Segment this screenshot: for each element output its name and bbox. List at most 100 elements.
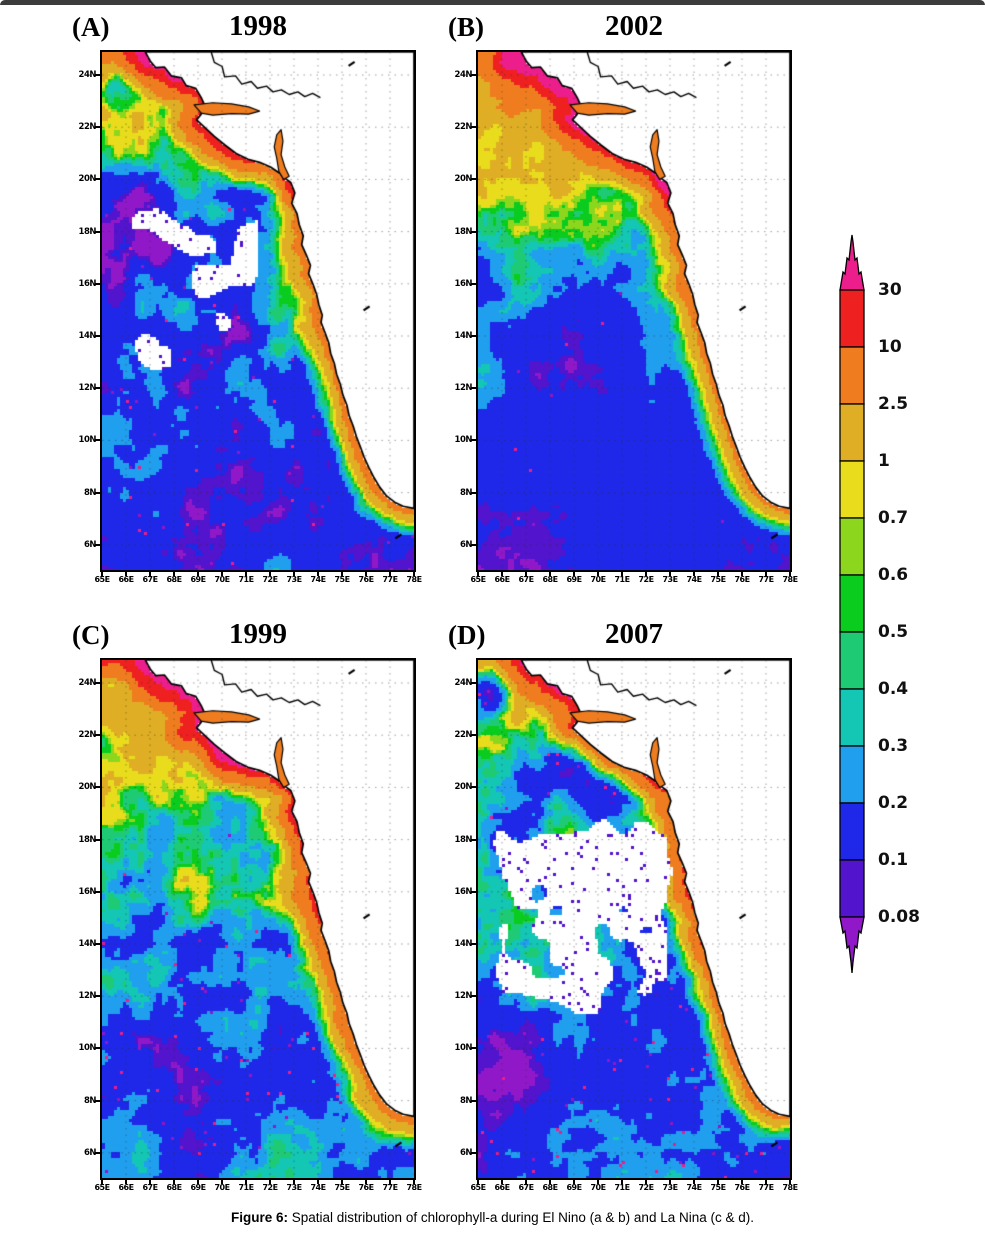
lon-tick <box>549 571 551 576</box>
lat-label: 8N <box>83 1095 97 1106</box>
map-canvas-d <box>476 658 792 1180</box>
lat-tick <box>471 890 476 893</box>
lon-label: 69E <box>566 1183 582 1192</box>
lon-label: 65E <box>94 1183 110 1192</box>
lat-tick <box>95 178 100 181</box>
lon-tick <box>477 1179 479 1184</box>
lat-tick <box>95 890 100 893</box>
lon-tick <box>389 1179 391 1184</box>
lon-tick <box>269 1179 271 1184</box>
lat-tick <box>95 439 100 442</box>
colorbar-label-0.6: 0.6 <box>878 565 909 585</box>
colorbar-top-arrow <box>839 234 865 291</box>
lon-tick <box>173 1179 175 1184</box>
lat-tick <box>95 1099 100 1102</box>
lon-label: 67E <box>142 575 158 584</box>
lon-tick <box>149 571 151 576</box>
lat-tick <box>471 995 476 998</box>
lon-label: 75E <box>710 575 726 584</box>
lat-tick <box>471 1047 476 1050</box>
lat-tick <box>95 943 100 945</box>
lon-tick <box>621 571 623 576</box>
lat-tick <box>95 734 100 737</box>
lat-tick <box>471 1151 476 1154</box>
lon-tick <box>221 1179 223 1184</box>
panel-tag-d: (D) <box>448 620 486 650</box>
lon-label: 71E <box>238 1183 254 1192</box>
lon-tick <box>269 571 271 576</box>
colorbar-segment-2.5 <box>839 403 865 462</box>
caption-text: Spatial distribution of chlorophyll-a du… <box>288 1210 754 1225</box>
lon-label: 70E <box>590 575 606 584</box>
lat-label: 24N <box>78 678 97 688</box>
lon-label: 75E <box>334 1183 350 1192</box>
window-top-edge <box>0 0 985 5</box>
panel-year-d: 2007 <box>605 618 663 650</box>
lon-tick <box>413 1179 415 1184</box>
lon-label: 75E <box>334 575 350 584</box>
lon-tick <box>741 1179 743 1184</box>
lat-tick <box>95 1047 100 1050</box>
lon-label: 65E <box>94 575 110 584</box>
lat-tick <box>95 387 100 390</box>
lon-tick <box>669 1179 671 1184</box>
lat-label: 20N <box>454 174 473 185</box>
lat-tick <box>471 178 476 181</box>
lat-label: 22N <box>454 730 473 741</box>
lon-label: 77E <box>758 1183 774 1192</box>
colorbar-label-0.5: 0.5 <box>878 622 909 642</box>
lon-label: 66E <box>118 575 134 584</box>
lat-tick <box>471 943 476 945</box>
figure-caption: Figure 6: Spatial distribution of chloro… <box>0 1210 985 1225</box>
lat-tick <box>471 838 476 841</box>
caption-label: Figure 6: <box>230 1210 288 1225</box>
lon-label: 70E <box>214 1183 230 1192</box>
lon-label: 70E <box>214 575 230 584</box>
lat-label: 22N <box>454 122 473 133</box>
lon-label: 72E <box>262 1183 278 1192</box>
lon-label: 78E <box>782 575 798 584</box>
lat-tick <box>471 491 476 494</box>
colorbar-segment-10 <box>839 346 865 405</box>
lon-label: 71E <box>614 1183 630 1192</box>
lon-tick <box>693 1179 695 1184</box>
lat-tick <box>95 230 100 233</box>
lon-tick <box>293 1179 295 1184</box>
lon-tick <box>573 1179 575 1184</box>
colorbar-label-2.5: 2.5 <box>878 394 909 414</box>
lon-tick <box>765 571 767 576</box>
colorbar-label-30: 30 <box>878 280 902 300</box>
lon-label: 72E <box>638 575 654 584</box>
lon-tick <box>365 1179 367 1184</box>
lat-tick <box>95 1151 100 1154</box>
colorbar-segment-30 <box>839 289 865 348</box>
lon-label: 74E <box>686 1183 702 1192</box>
lon-label: 78E <box>406 575 422 584</box>
lon-tick <box>765 1179 767 1184</box>
lat-label: 24N <box>78 70 97 80</box>
lat-label: 14N <box>78 331 97 341</box>
lon-label: 68E <box>166 1183 182 1192</box>
lon-label: 77E <box>758 575 774 584</box>
lon-tick <box>341 1179 343 1184</box>
map-canvas-a <box>100 50 416 572</box>
lon-label: 74E <box>686 575 702 584</box>
lon-tick <box>317 571 319 576</box>
lon-label: 73E <box>662 1183 678 1192</box>
lon-tick <box>125 571 127 576</box>
lon-label: 66E <box>494 575 510 584</box>
lat-tick <box>471 230 476 233</box>
lat-tick <box>95 786 100 789</box>
lat-label: 20N <box>78 174 97 185</box>
lat-tick <box>471 126 476 129</box>
lon-label: 71E <box>614 575 630 584</box>
colorbar-segment-0.7 <box>839 517 865 576</box>
lon-tick <box>477 571 479 576</box>
lat-label: 10N <box>454 435 473 446</box>
lat-label: 12N <box>78 383 97 394</box>
lon-label: 69E <box>190 575 206 584</box>
lon-tick <box>101 1179 103 1184</box>
lat-label: 6N <box>83 1147 97 1158</box>
lat-label: 10N <box>78 435 97 446</box>
lat-label: 8N <box>459 487 473 498</box>
